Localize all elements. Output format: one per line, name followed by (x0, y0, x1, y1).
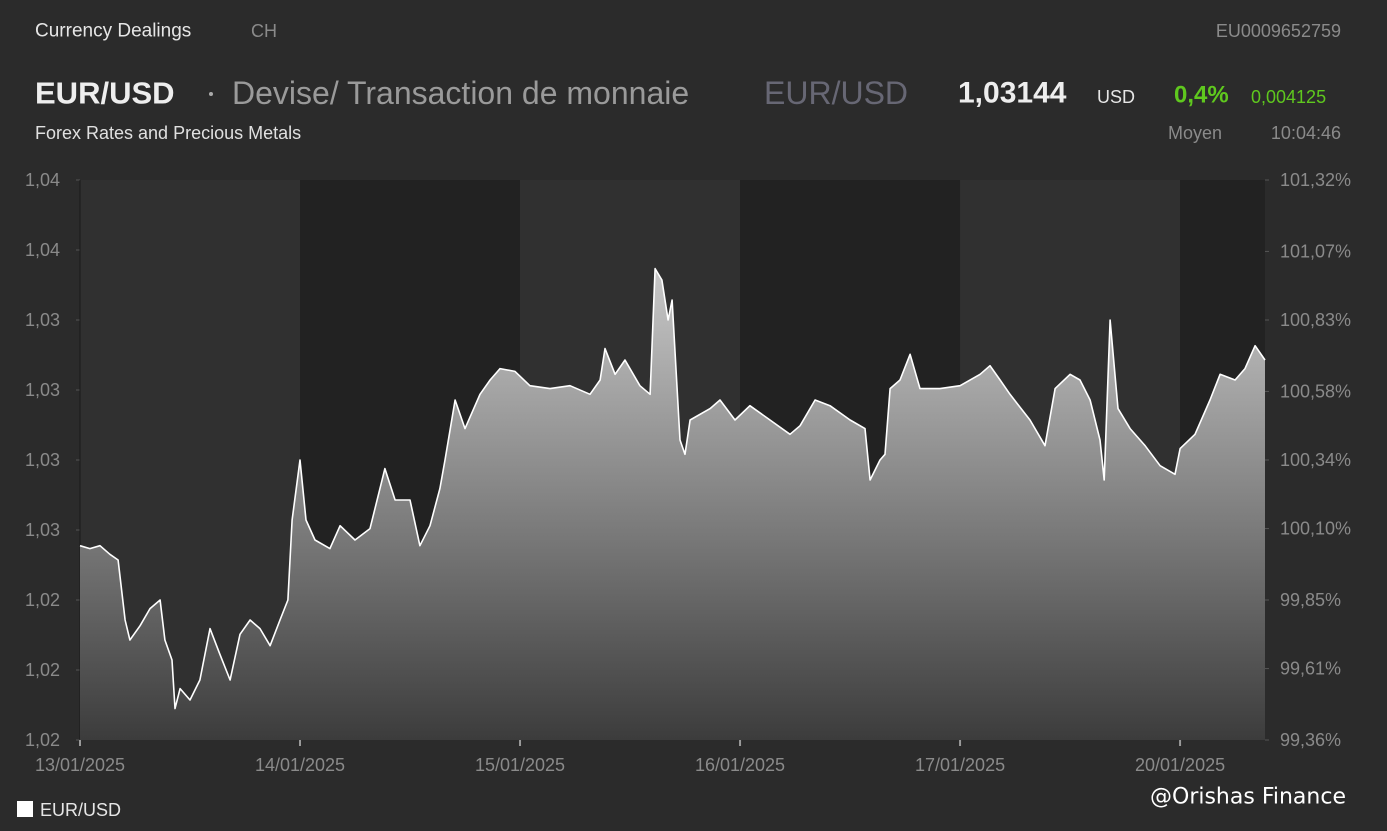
change-absolute: 0,004125 (1251, 87, 1326, 107)
isin: EU0009652759 (1216, 21, 1341, 41)
pair: EUR/USD (764, 75, 908, 111)
section-label: Currency Dealings (35, 21, 191, 42)
y2-tick-label: 101,07% (1280, 241, 1351, 261)
currency: USD (1097, 87, 1135, 107)
price: 1,03144 (958, 77, 1067, 110)
y2-tick-label: 100,10% (1280, 519, 1351, 539)
y-tick-label: 1,04 (25, 170, 60, 190)
price-type: Moyen (1168, 123, 1222, 143)
y-tick-label: 1,03 (25, 310, 60, 330)
x-tick-label: 16/01/2025 (695, 755, 785, 775)
description: Devise/ Transaction de monnaie (232, 75, 689, 111)
area-fill (80, 268, 1265, 740)
market: Forex Rates and Precious Metals (35, 123, 301, 143)
y2-tick-label: 101,32% (1280, 170, 1351, 190)
y2-tick-label: 99,61% (1280, 659, 1341, 679)
y2-tick-label: 100,34% (1280, 450, 1351, 470)
y2-tick-label: 100,58% (1280, 381, 1351, 401)
y-tick-label: 1,04 (25, 240, 60, 260)
x-tick-label: 15/01/2025 (475, 755, 565, 775)
y2-tick-label: 99,36% (1280, 730, 1341, 750)
symbol: EUR/USD (35, 76, 175, 111)
change-percent: 0,4% (1174, 82, 1229, 109)
country-code: CH (251, 21, 277, 41)
x-tick-label: 13/01/2025 (35, 755, 125, 775)
y-tick-label: 1,03 (25, 520, 60, 540)
plot (76, 179, 1269, 746)
price-line (79, 267, 1266, 710)
y-tick-label: 1,03 (25, 380, 60, 400)
x-tick-label: 14/01/2025 (255, 755, 345, 775)
y-tick-label: 1,02 (25, 660, 60, 680)
y2-tick-label: 100,83% (1280, 310, 1351, 330)
watermark: @Orishas Finance (1150, 785, 1346, 810)
separator-dot (209, 92, 213, 96)
y-tick-label: 1,02 (25, 590, 60, 610)
legend-label[interactable]: EUR/USD (40, 800, 121, 820)
x-tick-label: 20/01/2025 (1135, 755, 1225, 775)
quote-time: 10:04:46 (1271, 123, 1341, 143)
y-tick-label: 1,02 (25, 730, 60, 750)
y2-tick-label: 99,85% (1280, 590, 1341, 610)
y-tick-label: 1,03 (25, 450, 60, 470)
x-tick-label: 17/01/2025 (915, 755, 1005, 775)
legend-swatch (17, 801, 33, 817)
